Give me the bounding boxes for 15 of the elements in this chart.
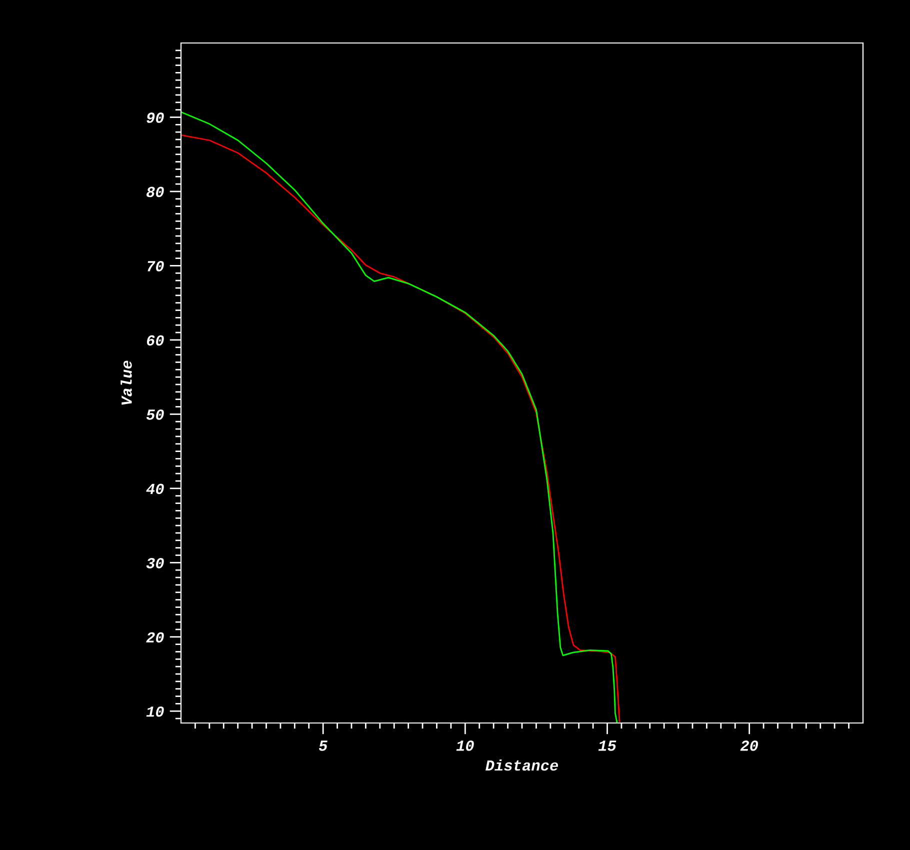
x-axis-title: Distance (486, 759, 558, 771)
y-tick-label: 10 (146, 706, 164, 717)
y-tick-label: 80 (146, 186, 164, 198)
y-tick-label: 70 (148, 261, 164, 272)
x-tick-label: 10 (456, 740, 474, 751)
x-tick-label: 5 (319, 740, 328, 751)
y-axis-title: Value (120, 360, 132, 405)
x-tick-label: 15 (598, 740, 616, 751)
y-tick-label: 50 (146, 409, 164, 420)
y-tick-label: 60 (146, 335, 164, 346)
x-tick-label: 20 (740, 740, 758, 751)
y-tick-label: 20 (146, 632, 164, 643)
y-tick-label: 90 (146, 112, 164, 123)
y-tick-label: 30 (146, 558, 164, 568)
y-tick-label: 40 (146, 484, 164, 494)
